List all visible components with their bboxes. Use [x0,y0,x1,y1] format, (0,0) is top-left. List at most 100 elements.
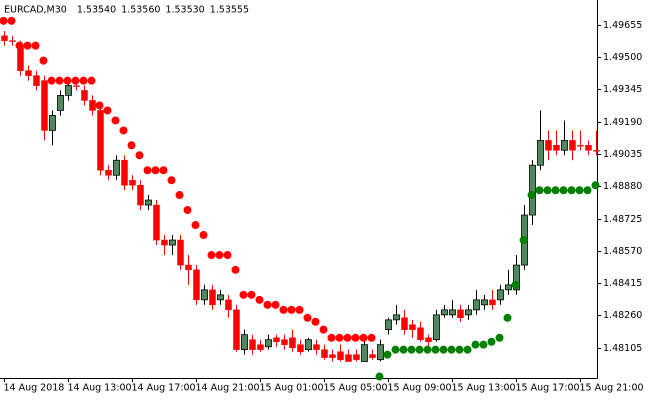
candle-body [417,327,424,340]
indicator-dot [439,345,448,354]
candle-body [153,204,160,241]
indicator-dot [271,300,280,309]
indicator-dot [415,345,424,354]
candle-body [337,351,344,360]
indicator-dot [567,186,576,195]
y-tick-label: 1.49345 [603,84,642,95]
candle-body [529,164,536,216]
indicator-dot [39,56,48,65]
candle-body [185,264,192,271]
indicator-dot [183,206,192,215]
x-tick-label: 14 Aug 2018 [4,383,65,394]
candle-body [97,110,104,171]
x-tick-label: 15 Aug 09:00 [388,383,452,394]
candle-body [561,140,568,151]
candle-body [257,344,264,350]
candle-body [473,299,480,311]
x-tick-label: 14 Aug 17:00 [132,383,196,394]
candle-body [241,334,248,351]
candle-body [321,349,328,358]
candle-body [513,264,520,291]
indicator-dot [79,76,88,85]
indicator-dot [583,186,592,195]
candle-body [49,115,56,131]
candle-body [169,239,176,246]
candle-body [537,140,544,166]
candle-body [129,179,136,186]
indicator-dot [407,345,416,354]
indicator-dot [223,251,232,260]
y-tick-label: 1.48725 [603,214,642,225]
indicator-dot [511,280,520,289]
header-quote: 1.53555 [210,5,249,16]
indicator-dot [175,191,184,200]
indicator-dot [399,345,408,354]
indicator-dot [383,350,392,359]
header-quote: 1.53540 [77,5,116,16]
candle-body [345,354,352,362]
candle-body [481,299,488,306]
indicator-dot [0,16,8,25]
header-quotes: 1.53540 1.53560 1.53530 1.53555 [77,5,249,16]
indicator-dot [543,186,552,195]
candle-body [249,339,256,350]
indicator-dot [95,101,104,110]
indicator-dot [135,151,144,160]
candle-body [377,344,384,361]
candle-body [225,299,232,311]
indicator-dot [247,290,256,299]
candle-body [1,35,8,41]
indicator-dot [199,231,208,240]
indicator-dot [215,251,224,260]
y-tick-label: 1.49190 [603,117,642,128]
indicator-dot [375,372,384,381]
candle-body [289,337,296,349]
candle-body [497,289,504,301]
indicator-dot [351,333,360,342]
candle-body [105,169,112,176]
candle-body [577,144,584,147]
candle-body [73,85,80,87]
indicator-dot [303,313,312,322]
candle-body [593,149,600,152]
indicator-dot [63,76,72,85]
candle-body [273,337,280,342]
indicator-dot [159,166,168,175]
candle-body [57,95,64,111]
indicator-dot [127,141,136,150]
candle-body [193,269,200,301]
indicator-dot [23,41,32,50]
indicator-dot [535,186,544,195]
candle-body [505,284,512,291]
candle-body [369,354,376,358]
candle-body [137,184,144,206]
candle-body [145,199,152,206]
header-quote: 1.53560 [121,5,160,16]
indicator-dot [431,345,440,354]
indicator-dot [55,76,64,85]
indicator-dot [111,116,120,125]
candle-body [33,75,40,86]
indicator-dot [495,333,504,342]
y-tick-label: 1.49655 [603,20,642,31]
indicator-dot [103,106,112,115]
x-tick-label: 15 Aug 01:00 [260,383,324,394]
header-quote: 1.53530 [165,5,204,16]
candle-body [281,339,288,345]
indicator-dot [423,345,432,354]
candle-body [113,159,120,176]
indicator-dot [87,76,96,85]
indicator-dot [311,317,320,326]
x-tick-label: 15 Aug 21:00 [580,383,644,394]
indicator-dot [207,251,216,260]
candle-body [121,159,128,186]
candle-body [81,90,88,101]
y-tick-label: 1.49500 [603,52,642,63]
indicator-dot [551,186,560,195]
y-tick-label: 1.48415 [603,278,642,289]
indicator-dot [167,176,176,185]
candle-body [433,314,440,341]
candle-body [297,344,304,352]
indicator-dot [295,305,304,314]
